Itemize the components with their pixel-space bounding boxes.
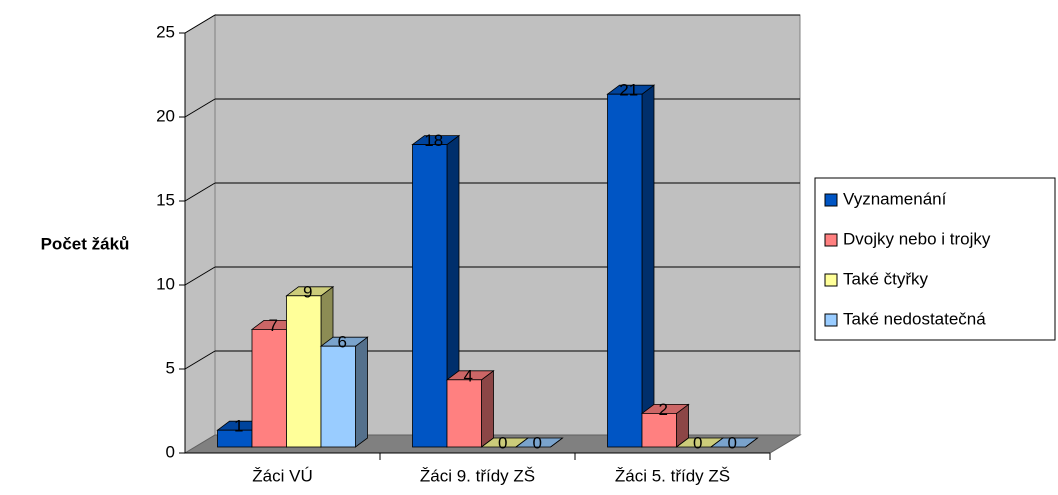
data-label: 7 <box>269 316 278 335</box>
bar-side <box>355 336 368 448</box>
data-label: 21 <box>619 81 638 100</box>
legend-label: Také čtyřky <box>843 269 929 288</box>
legend-swatch <box>824 193 838 207</box>
data-label: 1 <box>234 417 243 436</box>
data-label: 2 <box>659 400 668 419</box>
data-label: 6 <box>338 333 347 352</box>
bar-top <box>709 437 759 448</box>
data-label: 9 <box>303 282 312 301</box>
side-wall <box>184 14 216 454</box>
grid-line <box>184 350 216 370</box>
bar-side <box>481 369 494 448</box>
data-label: 0 <box>533 433 542 452</box>
grid-line <box>184 182 216 202</box>
grid-line <box>184 266 216 286</box>
grid-line <box>184 98 216 118</box>
y-tick-label: 5 <box>166 358 175 377</box>
bar <box>641 412 677 448</box>
y-tick-label: 10 <box>156 274 175 293</box>
x-tick-label: Žáci 9. třídy ZŠ <box>420 466 535 485</box>
legend-swatch <box>824 273 838 287</box>
legend-label: Dvojky nebo i trojky <box>843 229 991 248</box>
bar-top <box>514 437 564 448</box>
legend-label: Vyznamenání <box>843 189 947 208</box>
x-tick-label: Žáci VÚ <box>252 466 312 485</box>
x-tick-label: Žáci 5. třídy ZŠ <box>615 466 730 485</box>
bar <box>446 379 482 448</box>
grid-line <box>184 14 216 34</box>
bar-side <box>641 84 655 448</box>
bar <box>251 328 287 448</box>
bar <box>412 144 448 448</box>
bar <box>320 345 356 448</box>
legend <box>814 177 1056 341</box>
data-label: 18 <box>424 131 443 150</box>
data-label: 0 <box>498 433 507 452</box>
bar <box>286 295 322 448</box>
y-tick-label: 25 <box>156 22 175 41</box>
data-label: 0 <box>693 433 702 452</box>
y-tick-label: 0 <box>166 442 175 461</box>
data-label: 4 <box>464 366 473 385</box>
bar <box>607 93 643 448</box>
y-tick-label: 20 <box>156 106 175 125</box>
legend-label: Také nedostatečná <box>843 309 986 328</box>
y-tick-label: 15 <box>156 190 175 209</box>
legend-swatch <box>824 233 838 247</box>
data-label: 0 <box>728 433 737 452</box>
legend-swatch <box>824 313 838 327</box>
y-axis-label: Počet žáků <box>41 234 130 253</box>
